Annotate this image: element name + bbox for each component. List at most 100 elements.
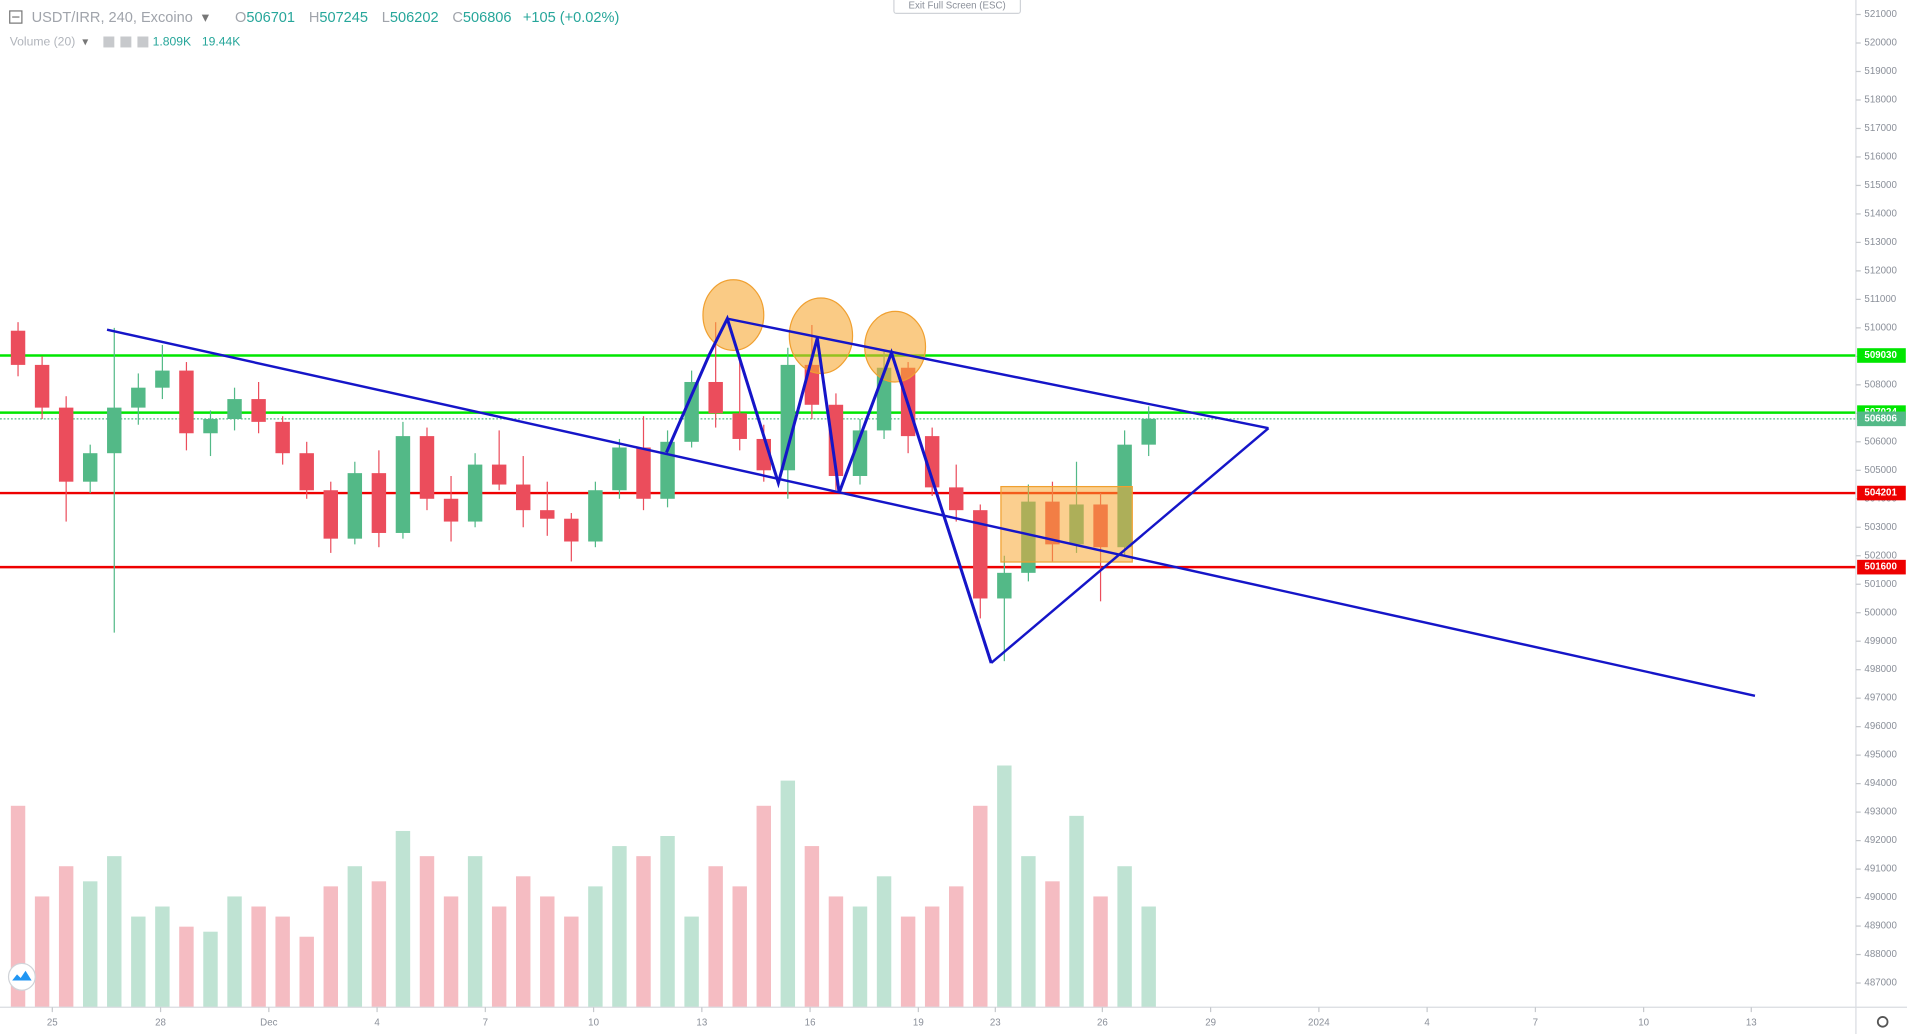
volume-bar [900, 916, 916, 1008]
peak-circle [864, 310, 927, 383]
exit-button-label[interactable]: Exit Full Screen (ESC) [909, 1, 1006, 12]
header-line: USDT/IRR, 240, Excoino ▾ O506701 H507245… [32, 10, 620, 26]
symbol-dropdown[interactable]: ▾ [202, 10, 210, 26]
level-label-box [1857, 411, 1906, 427]
volume-bar [467, 856, 483, 1008]
candle-body [347, 473, 363, 539]
candle-body [684, 381, 699, 442]
x-tick-label: 7 [483, 1018, 488, 1029]
y-tick-label: 516000 [1864, 152, 1897, 163]
volume-layer [10, 765, 1156, 1008]
y-tick-label: 520000 [1864, 38, 1897, 49]
volume-bar [34, 896, 50, 1008]
settings-gear[interactable] [1876, 1016, 1889, 1028]
level-label: 501600 [1864, 562, 1896, 573]
y-tick-label: 500000 [1864, 607, 1897, 618]
y-tick-label: 490000 [1864, 892, 1897, 903]
y-tick-label: 499000 [1864, 636, 1897, 647]
x-tick-label: 23 [990, 1018, 1001, 1029]
candle-body [973, 510, 988, 599]
volume-bar [1117, 866, 1132, 1008]
volume-bar [828, 896, 844, 1008]
range-box [1000, 485, 1133, 563]
volume-icons [103, 36, 149, 48]
x-tick-label: 25 [47, 1018, 58, 1029]
y-tick-label: 506000 [1864, 436, 1897, 447]
candle-body [34, 364, 50, 408]
volume-bar [58, 866, 74, 1008]
y-tick-label: 514000 [1864, 208, 1897, 219]
volume-bar [756, 805, 771, 1008]
candle-body [82, 453, 98, 482]
volume-bar [564, 916, 579, 1008]
ohlc-label: L [382, 10, 390, 26]
volume-bar [540, 896, 555, 1008]
volume-bar [371, 881, 387, 1008]
peak-circle [702, 279, 765, 351]
volume-bar [636, 856, 651, 1008]
settings-icon[interactable] [120, 36, 132, 48]
volume-value: 1.809K [153, 35, 192, 49]
x-tick-label: 26 [1097, 1018, 1108, 1029]
volume-bar [10, 805, 26, 1008]
volume-bar [107, 856, 122, 1008]
candle-body [708, 381, 723, 414]
exit-button[interactable] [893, 0, 1021, 14]
candle-body [275, 421, 290, 454]
y-tick-label: 489000 [1864, 921, 1897, 932]
volume-bar [732, 886, 747, 1008]
change: +105 (+0.02%) [523, 10, 619, 26]
eye-icon[interactable] [103, 36, 115, 48]
volume-dropdown[interactable]: ▾ [82, 35, 88, 49]
candle-body [419, 436, 435, 499]
volume-bar [588, 886, 603, 1008]
volume-bar [275, 916, 290, 1008]
volume-bar [516, 876, 531, 1008]
volume-bar [131, 916, 146, 1008]
level-layer [0, 354, 1856, 569]
volume-label[interactable]: Volume (20) [10, 35, 76, 49]
axis-layer: 487000 488000 489000 490000 491000 492000 4930… [47, 9, 1898, 1029]
volume-bar [1141, 906, 1156, 1008]
volume-bar [227, 896, 242, 1008]
candle-body [924, 436, 940, 488]
y-tick-label: 510000 [1864, 322, 1897, 333]
symbol[interactable]: USDT/IRR, 240, Excoino [32, 10, 193, 26]
candle-body [612, 447, 627, 491]
candle-body [732, 413, 747, 439]
remove-icon[interactable] [137, 36, 149, 48]
level-label-box [1857, 348, 1906, 363]
volume-bar [299, 936, 314, 1008]
candle-body [516, 484, 531, 511]
level-label: 509030 [1864, 350, 1896, 361]
volume-bar [804, 846, 820, 1008]
y-tick-label: 494000 [1864, 778, 1897, 789]
volume-bar [876, 876, 892, 1008]
trend-line [727, 317, 1269, 430]
candle-body [58, 407, 74, 482]
y-tick-label: 521000 [1864, 9, 1897, 20]
x-tick-label: 28 [155, 1018, 166, 1029]
candle-body [997, 572, 1012, 599]
candle-body [10, 330, 26, 365]
candle-body [299, 453, 314, 491]
y-tick-label: 488000 [1864, 949, 1897, 960]
candle-body [852, 430, 868, 476]
candle-body [107, 407, 122, 454]
y-tick-label: 508000 [1864, 379, 1897, 390]
volume-bar [491, 906, 507, 1008]
y-tick-label: 515000 [1864, 180, 1897, 191]
volume-bar [179, 926, 194, 1008]
candle-body [467, 464, 483, 522]
y-tick-label: 517000 [1864, 123, 1897, 134]
volume-bar [203, 931, 218, 1008]
volume-bar [395, 830, 411, 1008]
ohlc-value: 507245 [319, 10, 368, 26]
trend-line [990, 427, 1270, 664]
candle-body [540, 510, 555, 519]
collapse-icon[interactable] [9, 10, 23, 24]
level-label-box [1857, 559, 1906, 575]
ohlc-value: 506701 [246, 10, 295, 26]
candle-body [828, 404, 844, 476]
ohlc-value: 506806 [463, 10, 512, 26]
